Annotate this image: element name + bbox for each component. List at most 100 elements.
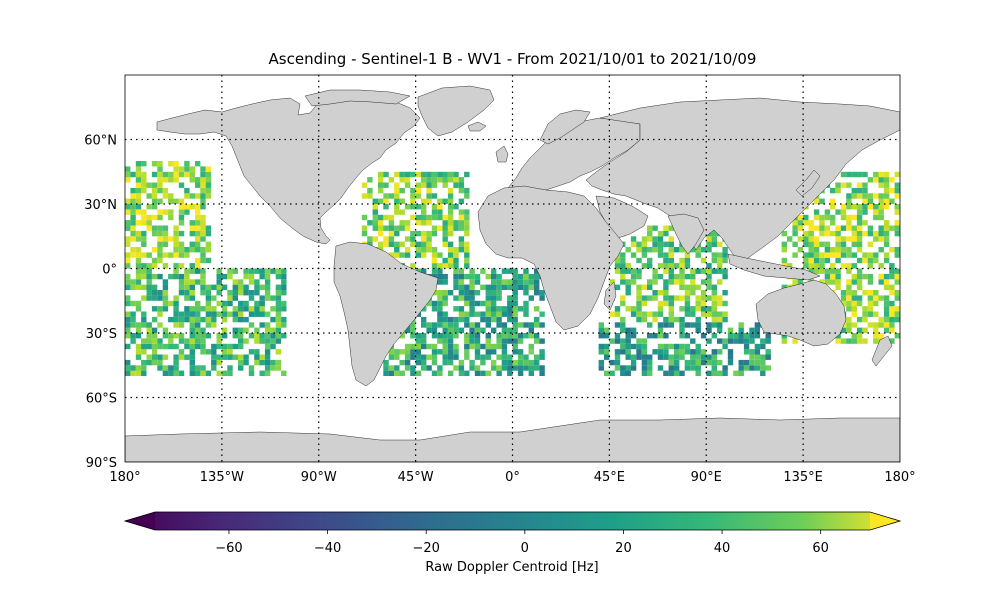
doppler-cell — [641, 349, 648, 355]
doppler-cell — [367, 187, 373, 194]
doppler-cell — [856, 230, 863, 237]
doppler-cell — [663, 257, 669, 264]
doppler-cell — [464, 241, 470, 247]
doppler-cell — [141, 161, 147, 167]
doppler-cell — [690, 306, 696, 312]
doppler-cell — [598, 327, 604, 333]
doppler-cell — [205, 349, 212, 355]
doppler-cell — [453, 257, 459, 264]
doppler-cell — [491, 279, 497, 285]
doppler-cell — [813, 214, 820, 221]
doppler-cell — [851, 311, 857, 317]
doppler-cell — [173, 354, 179, 360]
doppler-cell — [141, 370, 147, 376]
doppler-cell — [168, 316, 174, 323]
doppler-cell — [803, 241, 809, 247]
doppler-cell — [722, 343, 728, 350]
doppler-cell — [130, 338, 136, 344]
doppler-cell — [856, 209, 863, 215]
doppler-cell — [399, 225, 405, 231]
doppler-cell — [378, 177, 384, 183]
doppler-cell — [469, 333, 475, 339]
doppler-cell — [867, 257, 874, 264]
doppler-cell — [684, 311, 691, 317]
doppler-cell — [706, 322, 712, 328]
doppler-cell — [130, 316, 136, 323]
doppler-cell — [496, 311, 502, 317]
doppler-cell — [447, 333, 454, 339]
doppler-cell — [889, 273, 895, 280]
doppler-cell — [523, 284, 529, 290]
doppler-cell — [512, 349, 518, 355]
doppler-cell — [157, 343, 163, 350]
doppler-cell — [889, 338, 895, 344]
doppler-cell — [738, 327, 744, 333]
doppler-cell — [491, 349, 497, 355]
doppler-cell — [195, 327, 201, 333]
doppler-cell — [162, 295, 169, 301]
doppler-cell — [760, 338, 766, 344]
doppler-cell — [851, 322, 857, 328]
doppler-cell — [760, 354, 766, 360]
doppler-cell — [636, 257, 642, 264]
doppler-cell — [889, 284, 895, 290]
doppler-cell — [275, 300, 282, 307]
doppler-cell — [727, 349, 734, 355]
doppler-cell — [480, 343, 486, 350]
doppler-cell — [706, 306, 712, 312]
doppler-cell — [862, 327, 868, 333]
doppler-cell — [684, 290, 691, 296]
doppler-cell — [130, 247, 136, 253]
doppler-cell — [162, 365, 169, 371]
doppler-cell — [404, 349, 411, 355]
doppler-cell — [130, 300, 136, 307]
doppler-cell — [878, 182, 884, 188]
doppler-cell — [534, 338, 540, 344]
doppler-cell — [722, 300, 728, 307]
land-south-america — [333, 241, 439, 387]
doppler-cell — [883, 322, 890, 328]
doppler-cell — [238, 365, 244, 371]
doppler-cell — [641, 263, 648, 269]
doppler-cell — [195, 182, 201, 188]
doppler-cell — [641, 247, 648, 253]
doppler-cell — [238, 316, 244, 323]
doppler-cell — [749, 349, 755, 355]
doppler-cell — [442, 322, 448, 328]
doppler-cell — [151, 182, 158, 188]
doppler-cell — [146, 354, 152, 360]
doppler-cell — [507, 300, 513, 307]
doppler-cell — [442, 230, 448, 237]
doppler-cell — [437, 316, 443, 323]
doppler-cell — [679, 273, 685, 280]
doppler-cell — [415, 343, 421, 350]
doppler-cell — [162, 187, 169, 194]
doppler-cell — [151, 359, 158, 366]
doppler-cell — [647, 295, 653, 301]
doppler-cell — [146, 359, 152, 366]
doppler-cell — [743, 349, 750, 355]
doppler-cell — [846, 327, 852, 333]
doppler-cell — [813, 225, 820, 231]
doppler-cell — [534, 354, 540, 360]
doppler-cell — [517, 279, 524, 285]
doppler-cell — [264, 290, 271, 296]
doppler-cell — [162, 171, 169, 178]
doppler-cell — [668, 252, 674, 258]
doppler-cell — [491, 284, 497, 290]
doppler-cell — [173, 177, 179, 183]
doppler-cell — [464, 295, 470, 301]
doppler-cell — [200, 204, 206, 210]
doppler-cell — [614, 257, 621, 264]
doppler-cell — [168, 209, 174, 215]
doppler-cell — [636, 300, 642, 307]
doppler-cell — [426, 230, 432, 237]
doppler-cell — [421, 333, 427, 339]
doppler-cell — [232, 295, 238, 301]
doppler-cell — [819, 225, 825, 231]
doppler-cell — [254, 284, 260, 290]
doppler-cell — [447, 209, 454, 215]
doppler-cell — [458, 225, 465, 231]
doppler-cell — [539, 365, 545, 371]
doppler-cell — [534, 306, 540, 312]
